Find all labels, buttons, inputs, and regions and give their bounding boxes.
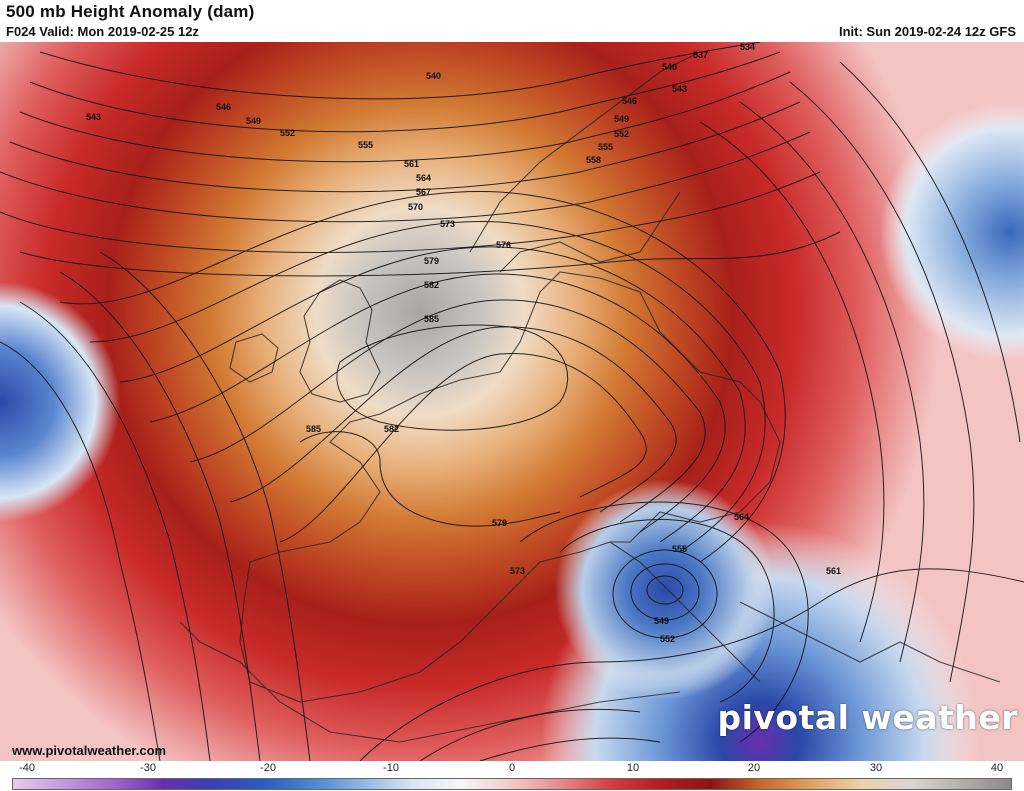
contour-label: 549 bbox=[654, 616, 669, 626]
contour-label: 585 bbox=[424, 314, 439, 324]
contour-labels: 537 534 540 543 546 549 552 555 558 561 … bbox=[86, 42, 841, 644]
contour-label: 552 bbox=[660, 634, 675, 644]
colorbar-legend bbox=[12, 778, 1012, 790]
contour-label: 537 bbox=[693, 50, 708, 60]
contour-label: 543 bbox=[86, 112, 101, 122]
contour-label: 573 bbox=[440, 219, 455, 229]
contour-label: 564 bbox=[416, 173, 431, 183]
contour-label: 579 bbox=[424, 256, 439, 266]
contour-label: 579 bbox=[492, 518, 507, 528]
contour-label: 582 bbox=[424, 280, 439, 290]
colorbar-label: -10 bbox=[383, 762, 399, 774]
anomaly-map[interactable]: 537 534 540 543 546 549 552 555 558 561 … bbox=[0, 42, 1024, 761]
contour-label: 573 bbox=[510, 566, 525, 576]
contour-label: 558 bbox=[586, 155, 601, 165]
contour-label: 555 bbox=[672, 544, 687, 554]
contour-label: 534 bbox=[740, 42, 755, 52]
contour-label: 546 bbox=[622, 96, 637, 106]
colorbar-label: -40 bbox=[19, 762, 35, 774]
init-time: Init: Sun 2019-02-24 12z GFS bbox=[838, 24, 1016, 39]
colorbar-label: 10 bbox=[626, 762, 640, 774]
colorbar-label: -30 bbox=[140, 762, 156, 774]
contour-label: 549 bbox=[614, 114, 629, 124]
colorbar-label: 0 bbox=[508, 762, 516, 774]
contour-label: 567 bbox=[416, 187, 431, 197]
contour-label: 585 bbox=[306, 424, 321, 434]
contour-label: 552 bbox=[614, 129, 629, 139]
contour-label: 555 bbox=[598, 142, 613, 152]
contour-label: 549 bbox=[246, 116, 261, 126]
contour-label: 561 bbox=[826, 566, 841, 576]
contour-label: 555 bbox=[358, 140, 373, 150]
valid-time: F024 Valid: Mon 2019-02-25 12z bbox=[6, 24, 199, 39]
contour-label: 582 bbox=[384, 424, 399, 434]
contour-label: 552 bbox=[280, 128, 295, 138]
site-credit[interactable]: www.pivotalweather.com bbox=[12, 743, 167, 758]
brand-logo-text: pivotal weather bbox=[717, 698, 1018, 737]
contour-label: 570 bbox=[408, 202, 423, 212]
contour-label: 546 bbox=[216, 102, 231, 112]
contour-label: 564 bbox=[734, 512, 749, 522]
colorbar-label: 40 bbox=[990, 762, 1004, 774]
height-contours bbox=[0, 42, 1024, 761]
med-low-field bbox=[0, 42, 1024, 761]
header: 500 mb Height Anomaly (dam) F024 Valid: … bbox=[0, 0, 1024, 42]
contour-label: 540 bbox=[426, 71, 441, 81]
colorbar-labels: -40 -30 -20 -10 0 10 20 30 40 bbox=[0, 762, 1024, 776]
contour-label: 561 bbox=[404, 159, 419, 169]
colorbar-label: 30 bbox=[869, 762, 883, 774]
colorbar-label: 20 bbox=[747, 762, 761, 774]
coastlines bbox=[179, 51, 1001, 743]
map-canvas: 537 534 540 543 546 549 552 555 558 561 … bbox=[0, 42, 1024, 761]
contour-label: 540 bbox=[662, 62, 677, 72]
contour-label: 543 bbox=[672, 84, 687, 94]
map-title: 500 mb Height Anomaly (dam) bbox=[6, 2, 255, 21]
contour-label: 576 bbox=[496, 240, 511, 250]
colorbar-label: -20 bbox=[260, 762, 276, 774]
brand-logo: pivotal weather bbox=[717, 698, 1018, 748]
